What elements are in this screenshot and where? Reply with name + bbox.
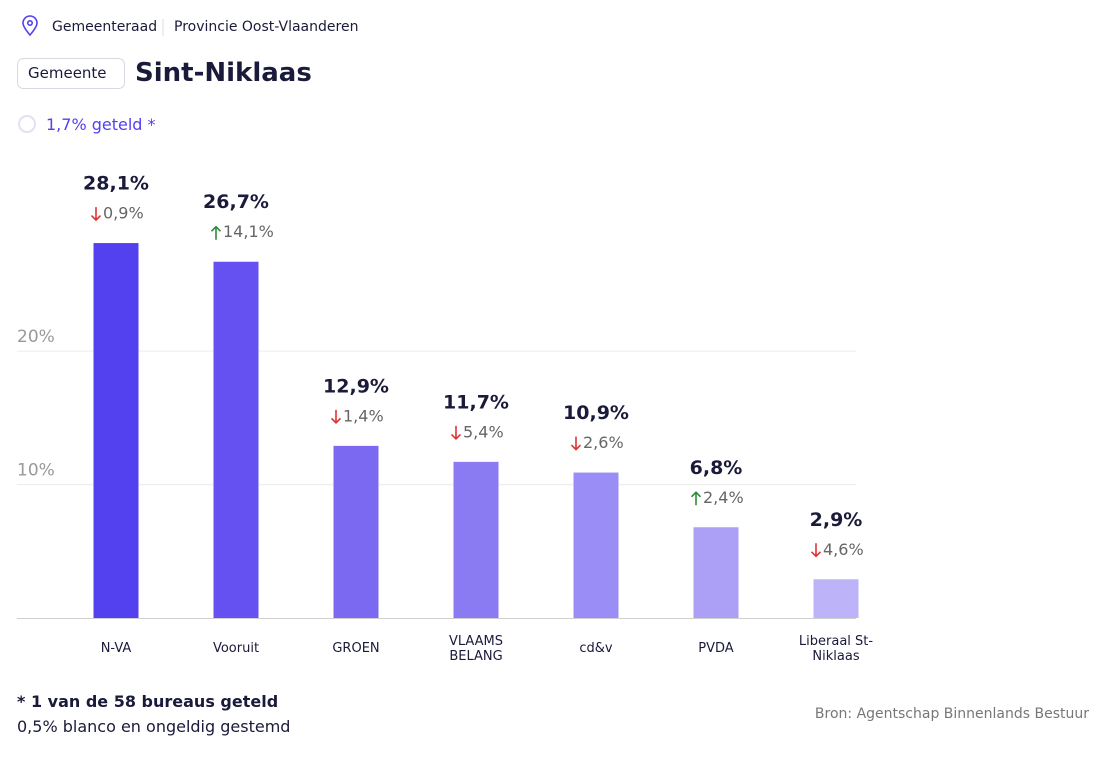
x-tick-label: PVDA (698, 641, 734, 656)
counted-status: 1,7% geteld * (46, 115, 156, 134)
body-label: Gemeenteraad (52, 19, 158, 35)
change-arrow (450, 425, 462, 441)
value-label: 11,7% (443, 391, 509, 413)
value-label: 26,7% (203, 191, 269, 213)
province-label: Provincie Oost-Vlaanderen (174, 19, 359, 35)
x-tick-label: GROEN (332, 641, 380, 656)
footnote: * 1 van de 58 bureaus geteld (17, 692, 279, 711)
x-tick-label: Vooruit (212, 641, 260, 656)
change-label: 4,6% (823, 540, 864, 559)
level-badge (17, 58, 125, 89)
bar (693, 527, 739, 618)
change-arrow (330, 409, 342, 425)
change-label: 1,4% (343, 406, 384, 425)
bar (213, 261, 259, 618)
value-label: 28,1% (83, 173, 149, 195)
change-label: 14,1% (223, 222, 274, 241)
x-tick-label: VLAAMS BELANG (448, 634, 504, 664)
x-tick-label: Liberaal St-Niklaas (798, 634, 874, 664)
progress-spinner (18, 115, 36, 133)
change-label: 0,9% (103, 204, 144, 223)
blank-votes: 0,5% blanco en ongeldig gestemd (17, 717, 291, 736)
change-arrow (810, 543, 822, 558)
change-label: 5,4% (463, 422, 504, 441)
value-label: 6,8% (690, 457, 743, 479)
bar (333, 445, 379, 618)
value-label: 2,9% (810, 509, 863, 531)
y-tick-label: 20% (17, 327, 55, 347)
bar (93, 243, 139, 618)
change-arrow (90, 207, 102, 222)
value-label: 10,9% (563, 402, 629, 424)
bar (453, 461, 499, 618)
bar (813, 579, 859, 618)
change-label: 2,6% (583, 433, 624, 452)
source: Bron: Agentschap Binnenlands Bestuur (814, 706, 1089, 722)
change-label: 2,4% (703, 488, 744, 507)
y-tick-label: 10% (17, 461, 55, 481)
x-tick-label: cd&v (579, 641, 613, 656)
change-arrow (570, 436, 582, 451)
location-icon (22, 15, 38, 37)
change-arrow (690, 491, 702, 506)
bar (573, 472, 619, 618)
x-tick-label: N-VA (100, 641, 132, 656)
level-badge-text: Gemeente (28, 64, 107, 82)
change-arrow (210, 225, 222, 240)
title: Sint-Niklaas (135, 58, 312, 88)
value-label: 12,9% (323, 375, 389, 397)
